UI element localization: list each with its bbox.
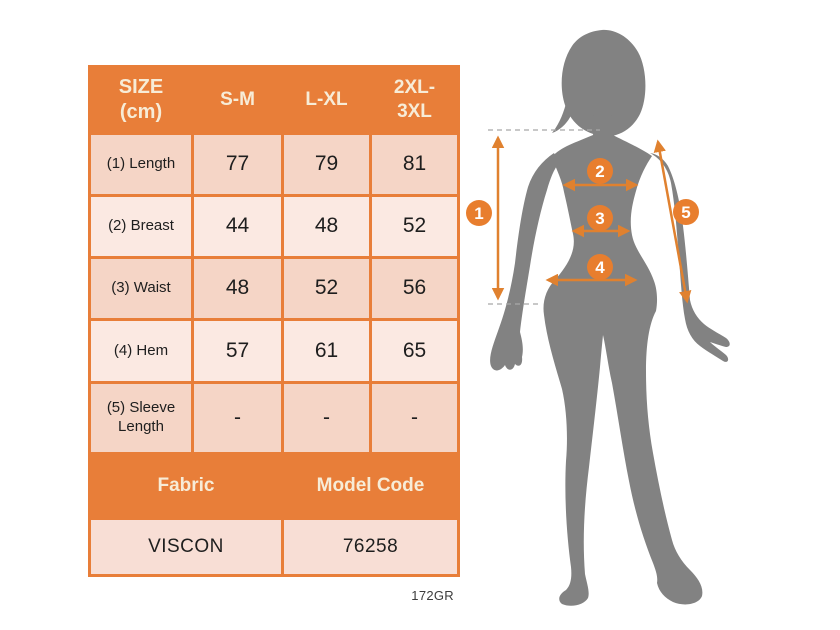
row-waist-label: (3) Waist: [91, 259, 191, 318]
row-length-label: (1) Length: [91, 135, 191, 194]
model-code-header: Model Code: [284, 455, 457, 517]
badge-4-circle: [587, 254, 613, 280]
length-2xl-3xl: 81: [372, 135, 457, 194]
badge-4-number: 4: [595, 258, 605, 277]
badge-1-number: 1: [474, 204, 483, 223]
measurement-arrows: [491, 135, 692, 304]
measurement-badges: 1 2 3 4 5: [466, 158, 699, 280]
waist-2xl-3xl: 56: [372, 259, 457, 318]
row-sleeve-label: (5) Sleeve Length: [91, 384, 191, 452]
badge-2-number: 2: [595, 162, 604, 181]
badge-5-circle: [673, 199, 699, 225]
silhouette-left-arm: [490, 153, 559, 371]
badge-3-number: 3: [595, 209, 604, 228]
sleeve-l-xl: -: [284, 384, 369, 452]
col-header-l-xl: L-XL: [284, 68, 369, 132]
badge-3-circle: [587, 205, 613, 231]
badge-2-circle: [587, 158, 613, 184]
body-measurement-diagram: 1 2 3 4 5: [466, 29, 730, 606]
col-header-s-m: S-M: [194, 68, 281, 132]
sleeve-2xl-3xl: -: [372, 384, 457, 452]
col-header-size: SIZE (cm): [91, 68, 191, 132]
hem-l-xl: 61: [284, 321, 369, 381]
size-table: SIZE (cm) S-M L-XL 2XL-3XL (1) Length 77…: [88, 65, 460, 577]
badge-1-circle: [466, 200, 492, 226]
breast-l-xl: 48: [284, 197, 369, 256]
length-s-m: 77: [194, 135, 281, 194]
waist-s-m: 48: [194, 259, 281, 318]
product-code-note: 172GR: [411, 588, 454, 603]
model-code-value: 76258: [284, 520, 457, 574]
waist-l-xl: 52: [284, 259, 369, 318]
col-header-2xl-3xl: 2XL-3XL: [372, 68, 457, 132]
row-hem-label: (4) Hem: [91, 321, 191, 381]
breast-s-m: 44: [194, 197, 281, 256]
fabric-header: Fabric: [91, 455, 281, 517]
sleeve-arrow: [653, 139, 692, 304]
badge-5-number: 5: [681, 203, 690, 222]
fabric-value: VISCON: [91, 520, 281, 574]
silhouette-hair: [561, 29, 646, 137]
breast-2xl-3xl: 52: [372, 197, 457, 256]
sleeve-s-m: -: [194, 384, 281, 452]
female-silhouette: [490, 29, 730, 606]
silhouette-hair-flick: [552, 95, 574, 133]
silhouette-right-arm: [650, 153, 730, 362]
row-breast-label: (2) Breast: [91, 197, 191, 256]
hem-2xl-3xl: 65: [372, 321, 457, 381]
hem-s-m: 57: [194, 321, 281, 381]
length-l-xl: 79: [284, 135, 369, 194]
silhouette-torso-legs: [543, 115, 703, 606]
